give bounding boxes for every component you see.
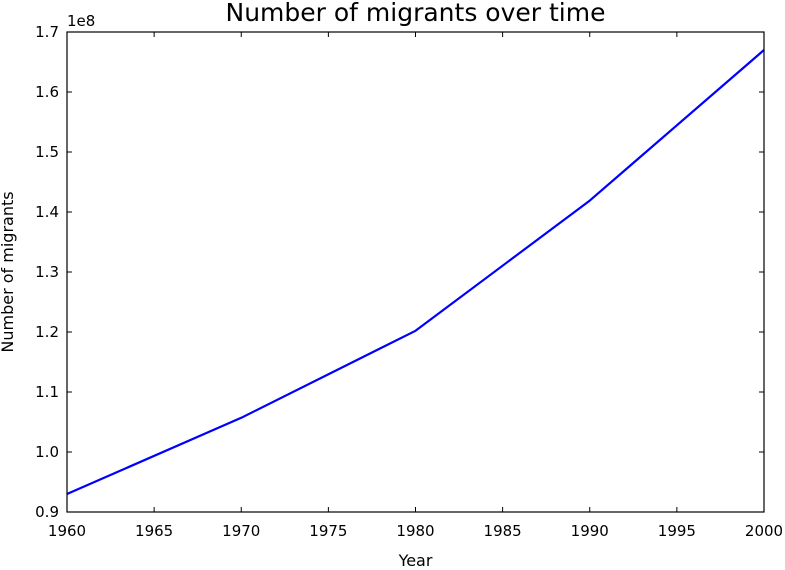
series-line xyxy=(66,49,765,496)
x-tick-label: 1995 xyxy=(658,522,696,540)
y-axis-label: Number of migrants xyxy=(0,191,17,352)
x-tick-label: 1980 xyxy=(396,522,434,540)
tick-labels: 1960 1965 1970 1975 1980 1985 1990 1995 2000 0.9 1… xyxy=(35,23,783,540)
plot-frame xyxy=(66,31,765,513)
y-tick-label: 1.5 xyxy=(35,143,59,161)
tick-marks xyxy=(66,31,765,513)
x-tick-label: 1985 xyxy=(484,522,522,540)
y-tick-label: 1.6 xyxy=(35,83,59,101)
x-tick-label: 1965 xyxy=(135,522,173,540)
x-axis-label: Year xyxy=(398,551,433,570)
y-tick-label: 1.0 xyxy=(35,443,59,461)
y-tick-label: 1.1 xyxy=(35,383,59,401)
y-tick-label: 1.4 xyxy=(35,203,59,221)
x-tick-label: 2000 xyxy=(745,522,783,540)
y-tick-label: 1.2 xyxy=(35,323,59,341)
x-tick-label: 1990 xyxy=(571,522,609,540)
x-tick-label: 1970 xyxy=(222,522,260,540)
y-tick-label: 0.9 xyxy=(35,503,59,521)
chart-title: Number of migrants over time xyxy=(226,0,606,27)
y-axis-offset-label: 1e8 xyxy=(67,12,95,30)
y-tick-label: 1.3 xyxy=(35,263,59,281)
x-tick-label: 1975 xyxy=(309,522,347,540)
y-tick-label: 1.7 xyxy=(35,23,59,41)
x-tick-label: 1960 xyxy=(48,522,86,540)
series-layer xyxy=(66,49,765,496)
